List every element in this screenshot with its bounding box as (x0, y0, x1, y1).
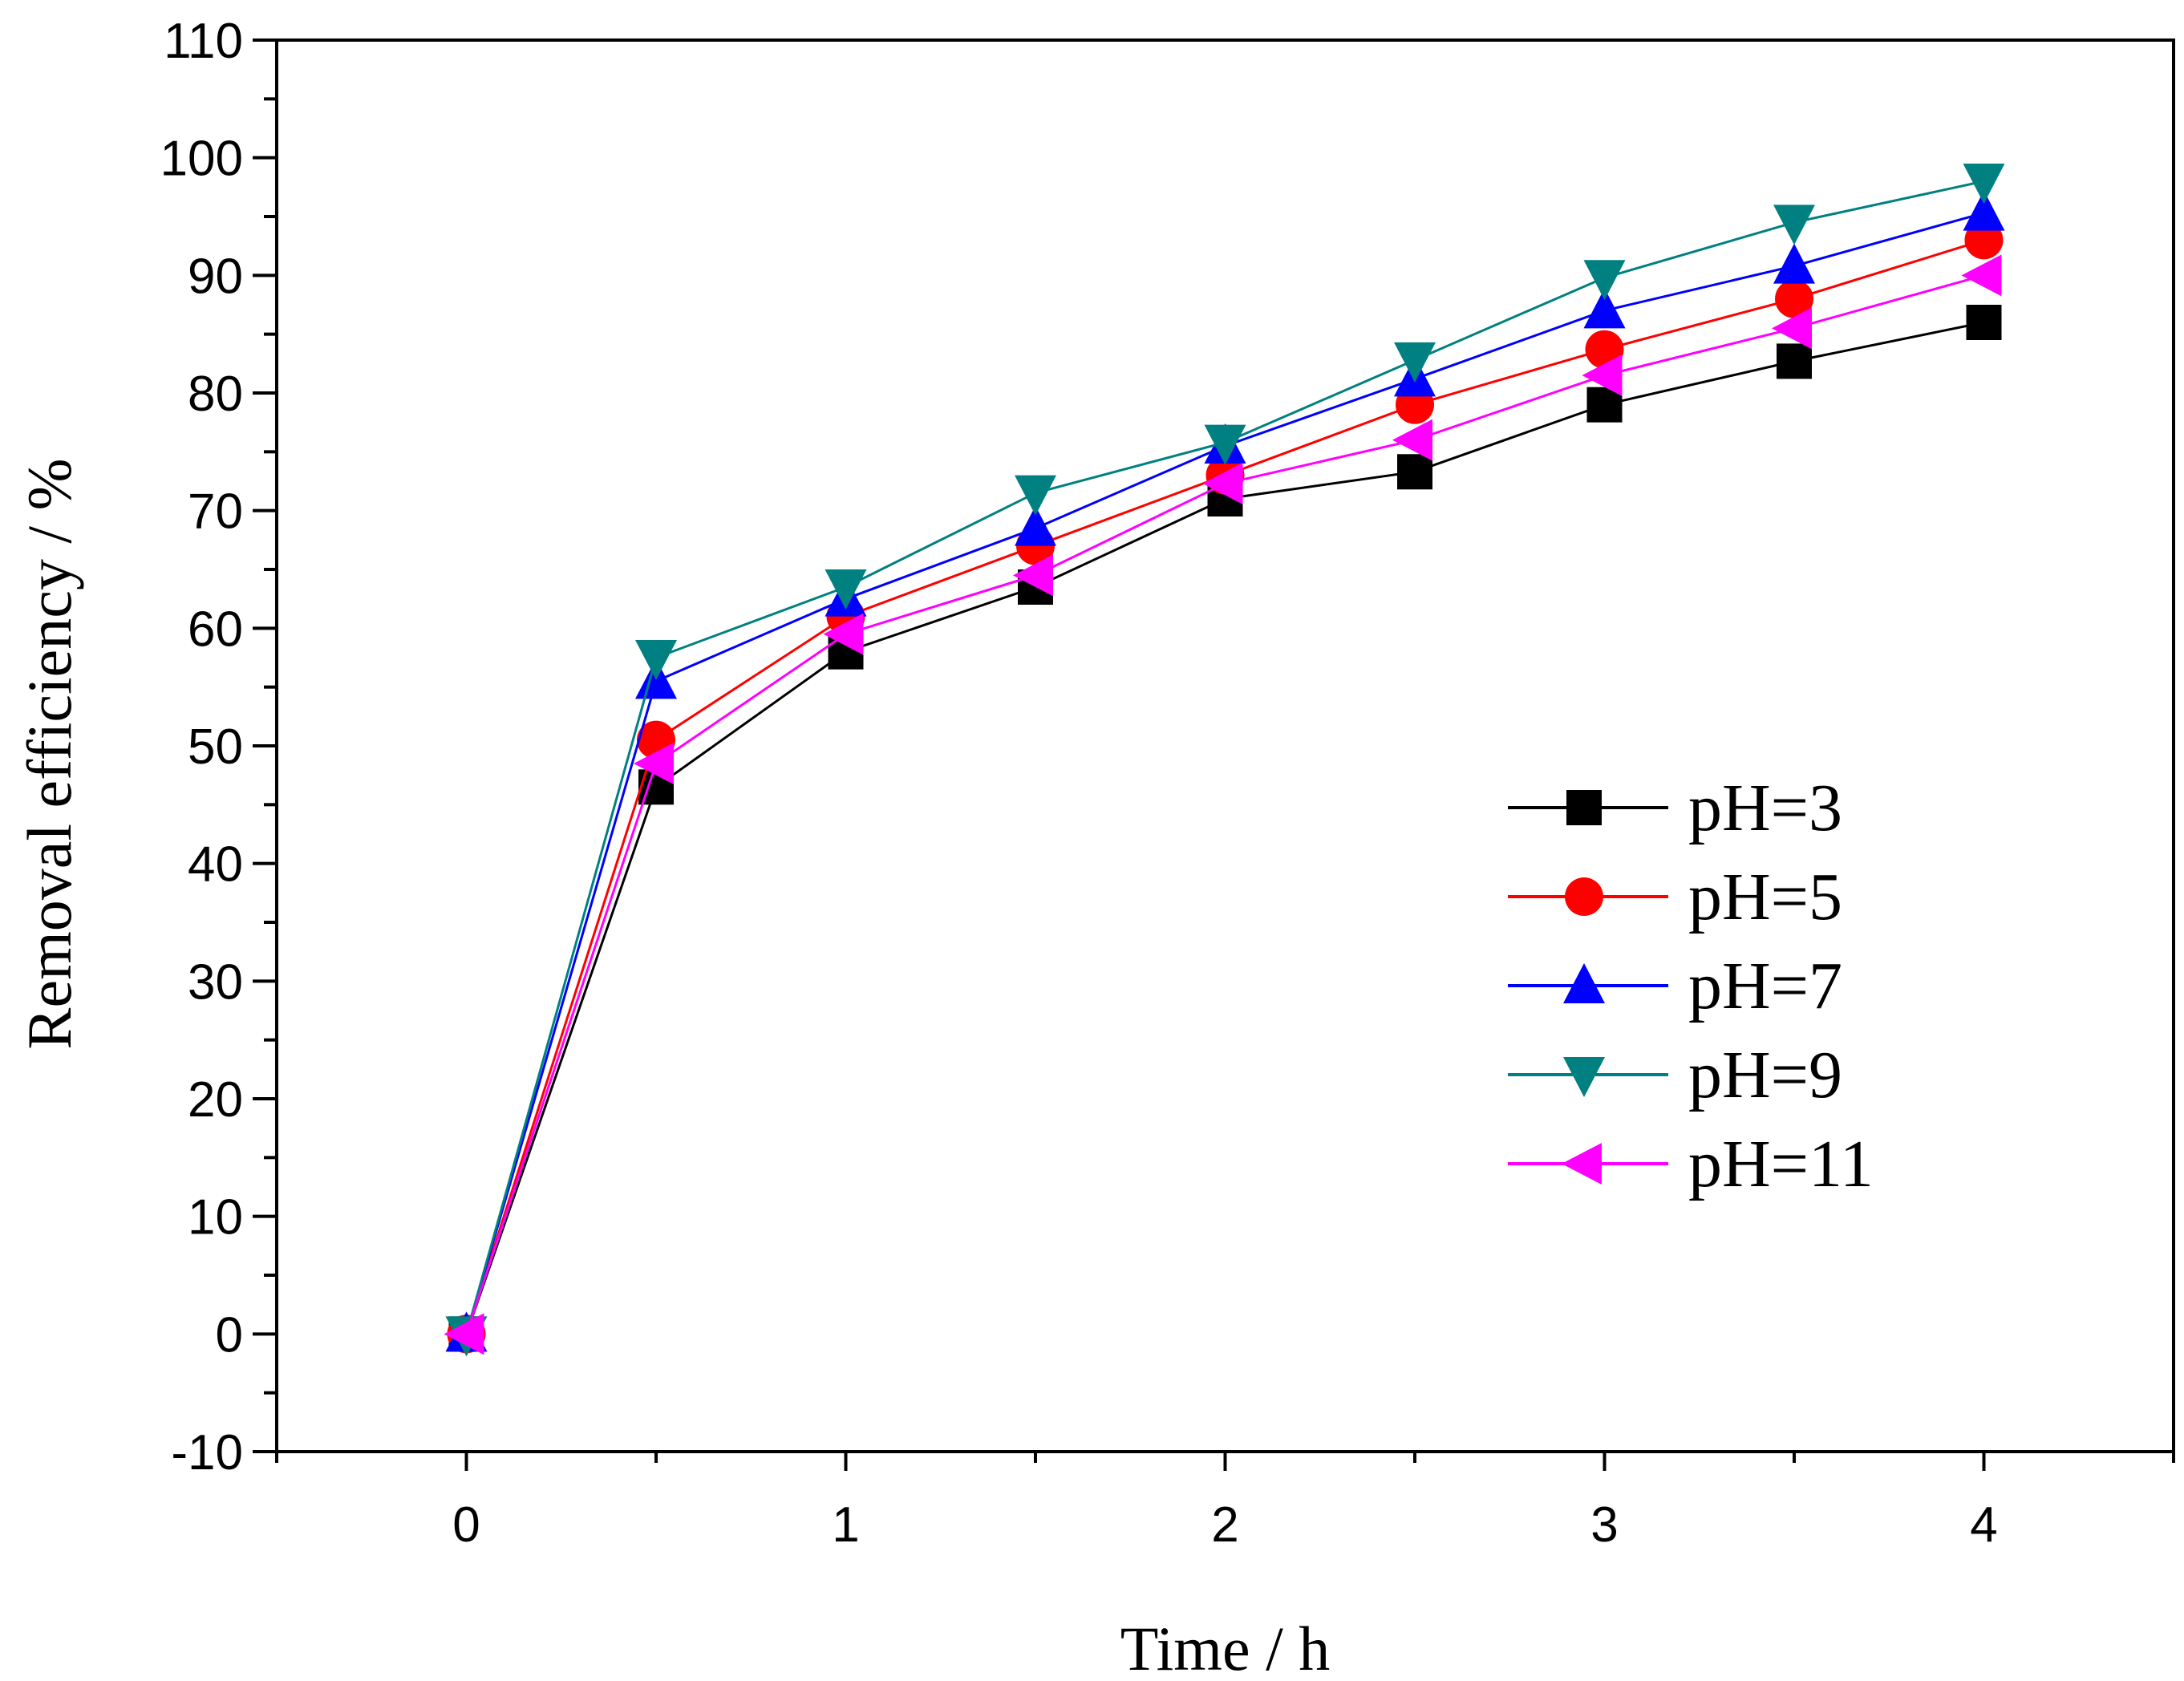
y-tick-label: 80 (188, 367, 243, 422)
y-tick-label: 0 (216, 1307, 243, 1363)
data-point (1015, 475, 1056, 516)
y-tick-label: 20 (188, 1072, 243, 1128)
data-point (1963, 164, 2005, 204)
y-tick-label: 40 (188, 837, 243, 893)
y-tick-label: 70 (188, 484, 243, 540)
data-point (1966, 305, 2002, 340)
y-axis-title: Removal efficiency / % (14, 458, 84, 1049)
legend-label: pH=3 (1688, 771, 1842, 845)
y-tick-label: 110 (164, 14, 243, 69)
y-tick-label: -10 (171, 1425, 243, 1480)
legend-marker (1563, 1057, 1605, 1097)
y-tick-label: 50 (188, 719, 243, 775)
legend-entry: pH=9 (1508, 1038, 1842, 1112)
data-point (1963, 190, 2005, 231)
data-point (1202, 462, 1243, 504)
legend-marker (1565, 877, 1603, 916)
y-tick-label: 90 (188, 249, 243, 304)
data-point (825, 569, 867, 610)
data-point (635, 640, 677, 680)
data-point (1772, 307, 1812, 350)
legend-label: pH=9 (1688, 1038, 1842, 1112)
data-point (1777, 343, 1812, 379)
data-point (444, 1313, 484, 1355)
data-point (1392, 419, 1432, 461)
data-point (1204, 424, 1246, 465)
legend-label: pH=7 (1688, 949, 1842, 1023)
legend-label: pH=11 (1688, 1127, 1874, 1201)
y-tick-label: 30 (188, 954, 243, 1010)
legend-label: pH=5 (1688, 860, 1842, 934)
legend-entry: pH=5 (1508, 860, 1842, 934)
legend-marker (1563, 963, 1605, 1003)
data-point (1773, 243, 1815, 284)
series-ph-11 (444, 254, 2002, 1355)
data-point (1015, 505, 1056, 546)
legend-entry: pH=11 (1508, 1127, 1874, 1201)
data-point (1397, 454, 1432, 490)
x-tick-label: 0 (452, 1497, 480, 1553)
legend-marker (1566, 790, 1602, 825)
x-tick-label: 2 (1211, 1497, 1238, 1553)
x-axis-title: Time / h (1120, 1614, 1331, 1681)
legend-entry: pH=3 (1508, 771, 1842, 845)
data-point (1582, 354, 1623, 396)
x-tick-label: 4 (1970, 1497, 1997, 1553)
data-point (1775, 279, 1813, 318)
data-point (634, 743, 674, 784)
legend-entry: pH=7 (1508, 949, 1842, 1023)
data-point (1583, 260, 1626, 301)
legend-marker (1562, 1143, 1602, 1185)
data-point (823, 613, 864, 655)
data-point (1773, 205, 1815, 245)
data-point (1394, 342, 1436, 383)
data-point (1961, 254, 2002, 297)
y-tick-label: 100 (160, 132, 243, 187)
data-point (1013, 554, 1053, 597)
data-point (1583, 288, 1626, 329)
y-tick-label: 10 (188, 1190, 243, 1246)
plot-frame (275, 38, 2175, 1453)
x-tick-label: 3 (1590, 1497, 1618, 1553)
x-tick-label: 1 (832, 1497, 859, 1553)
y-tick-label: 60 (188, 602, 243, 657)
